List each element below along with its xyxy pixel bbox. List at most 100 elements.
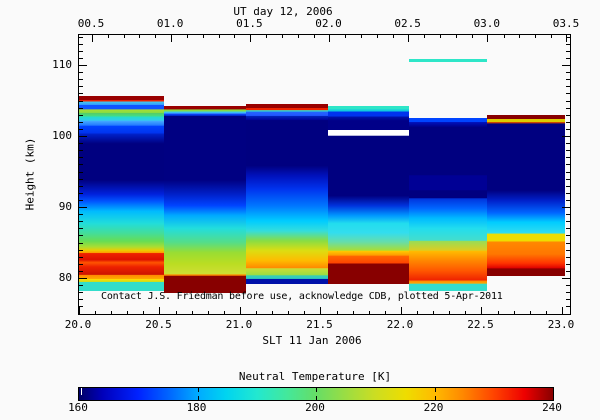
left-minor-tick [79, 86, 83, 88]
bottom-minor-tick [336, 311, 338, 314]
top-minor-tick [107, 35, 109, 38]
bottom-minor-tick [417, 311, 419, 314]
left-major-tick [79, 64, 87, 66]
bottom-tick-label: 22.0 [386, 318, 414, 331]
heatmap-column [245, 104, 328, 285]
left-major-tick [79, 135, 87, 137]
bottom-minor-tick [352, 311, 354, 314]
left-minor-tick [79, 178, 83, 180]
right-minor-tick [566, 306, 570, 308]
heatmap-column [327, 106, 410, 284]
top-minor-tick [471, 35, 473, 38]
top-major-tick [408, 35, 410, 42]
colorbar-inner-tick [316, 396, 317, 400]
right-minor-tick [566, 157, 570, 159]
top-minor-tick [281, 35, 283, 38]
left-minor-tick [79, 164, 83, 166]
right-minor-tick [566, 242, 570, 244]
left-minor-tick [79, 107, 83, 109]
left-minor-tick [79, 292, 83, 294]
right-minor-tick [566, 171, 570, 173]
top-tick-label: 02.0 [315, 17, 342, 30]
right-minor-tick [566, 228, 570, 230]
right-minor-tick [566, 121, 570, 123]
left-minor-tick [79, 185, 83, 187]
colorbar-inner-tick [434, 388, 436, 392]
bottom-minor-tick [384, 311, 386, 314]
top-major-tick [566, 35, 568, 42]
right-major-tick [562, 64, 570, 66]
colorbar [78, 387, 554, 401]
heatmap-column [79, 96, 164, 291]
bottom-tick-label: 23.0 [547, 318, 575, 331]
left-minor-tick [79, 221, 83, 223]
left-minor-tick [79, 150, 83, 152]
bottom-minor-tick [256, 311, 258, 314]
colorbar-tick-label: 160 [68, 401, 88, 414]
top-minor-tick [424, 35, 426, 38]
left-minor-tick [79, 79, 83, 81]
bottom-major-tick [561, 307, 563, 314]
left-minor-tick [79, 128, 83, 130]
bottom-minor-tick [272, 311, 274, 314]
top-tick-label: 02.5 [394, 17, 421, 30]
bottom-major-tick [239, 307, 241, 314]
top-tick-label: 03.5 [552, 17, 580, 30]
bottom-tick-label: 21.5 [306, 318, 333, 331]
bottom-minor-tick [513, 311, 515, 314]
top-tick-label: 01.5 [236, 17, 263, 30]
right-minor-tick [566, 72, 570, 74]
bottom-minor-tick [497, 311, 499, 314]
top-minor-tick [361, 35, 363, 38]
left-minor-tick [79, 43, 83, 45]
right-minor-tick [566, 86, 570, 88]
bottom-minor-tick [143, 311, 145, 314]
bottom-major-tick [159, 307, 160, 314]
heatmap-column [486, 114, 566, 276]
left-major-tick [79, 277, 87, 279]
bottom-axis-title: SLT 11 Jan 2006 [262, 334, 362, 347]
left-minor-tick [79, 214, 83, 216]
bottom-major-tick [400, 307, 402, 314]
bottom-minor-tick [223, 311, 225, 314]
right-minor-tick [566, 114, 570, 116]
heatmap-column [409, 118, 487, 291]
bottom-tick-label: 20.5 [145, 318, 172, 331]
left-minor-tick [79, 235, 83, 237]
left-minor-tick [79, 306, 83, 308]
top-minor-tick [139, 35, 141, 38]
top-minor-tick [155, 35, 157, 38]
data-usage-annotation: Contact J.S. Friedman before use, acknow… [101, 291, 503, 302]
bottom-tick-label: 20.0 [64, 318, 92, 331]
top-minor-tick [234, 35, 236, 38]
bottom-major-tick [481, 307, 482, 314]
left-tick-label: 110 [52, 58, 72, 71]
bottom-minor-tick [465, 311, 467, 314]
bottom-minor-tick [304, 311, 306, 314]
top-major-tick [91, 35, 93, 42]
left-minor-tick [79, 143, 83, 145]
right-minor-tick [566, 50, 570, 52]
top-major-tick [328, 35, 330, 42]
colorbar-tick-label: 200 [305, 401, 325, 414]
left-minor-tick [79, 50, 83, 52]
top-minor-tick [551, 35, 553, 38]
colorbar-inner-tick [316, 388, 317, 392]
left-tick-label: 100 [52, 129, 72, 142]
top-minor-tick [345, 35, 347, 38]
bottom-minor-tick [191, 311, 193, 314]
bottom-minor-tick [449, 311, 451, 314]
right-minor-tick [566, 285, 570, 287]
top-minor-tick [266, 35, 268, 38]
right-minor-tick [566, 299, 570, 301]
right-major-tick [562, 206, 570, 208]
left-minor-tick [79, 270, 83, 272]
left-minor-tick [79, 256, 83, 258]
bottom-tick-label: 21.0 [225, 318, 253, 331]
left-major-tick [79, 206, 87, 208]
left-minor-tick [79, 93, 83, 95]
top-minor-tick [503, 35, 505, 38]
top-minor-tick [297, 35, 299, 38]
right-minor-tick [566, 221, 570, 223]
right-minor-tick [566, 128, 570, 130]
